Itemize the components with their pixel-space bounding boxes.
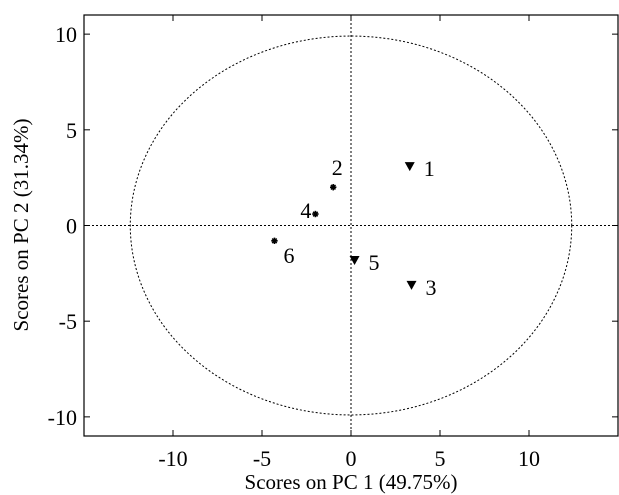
x-tick-label: -10	[158, 446, 187, 471]
data-point: 2	[330, 155, 343, 191]
x-tick-label: 5	[435, 446, 446, 471]
data-point: 6	[271, 237, 294, 268]
x-axis-title: Scores on PC 1 (49.75%)	[245, 470, 458, 494]
star-marker	[330, 184, 337, 191]
y-tick-label: -5	[59, 309, 77, 334]
point-label: 6	[283, 243, 294, 268]
data-point: 1	[404, 156, 435, 181]
x-tick-label: -5	[253, 446, 271, 471]
axis-ticks: -10 -5 0 5 10 -10 -5 0 5 10	[48, 15, 618, 471]
x-tick-label: 10	[518, 446, 540, 471]
y-tick-label: 10	[55, 22, 77, 47]
data-point: 3	[406, 275, 437, 300]
point-label: 1	[424, 156, 435, 181]
point-label: 4	[300, 198, 311, 223]
star-marker	[271, 237, 278, 245]
triangle-marker	[349, 255, 360, 265]
data-points: 1 2 3 4 5 6	[271, 155, 437, 300]
confidence-ellipse	[129, 35, 573, 416]
data-point: 4	[300, 198, 319, 223]
star-marker	[312, 210, 319, 218]
y-axis-title: Scores on PC 2 (31.34%)	[9, 119, 33, 332]
reference-lines	[84, 15, 618, 436]
y-tick-label: -10	[48, 405, 77, 430]
point-label: 3	[426, 275, 437, 300]
point-label: 2	[332, 155, 343, 180]
point-label: 5	[369, 250, 380, 275]
triangle-marker	[404, 162, 415, 172]
y-tick-label: 5	[66, 118, 77, 143]
triangle-marker	[406, 280, 417, 290]
data-point: 5	[349, 250, 380, 275]
y-tick-label: 0	[66, 214, 77, 239]
x-tick-label: 0	[346, 446, 357, 471]
